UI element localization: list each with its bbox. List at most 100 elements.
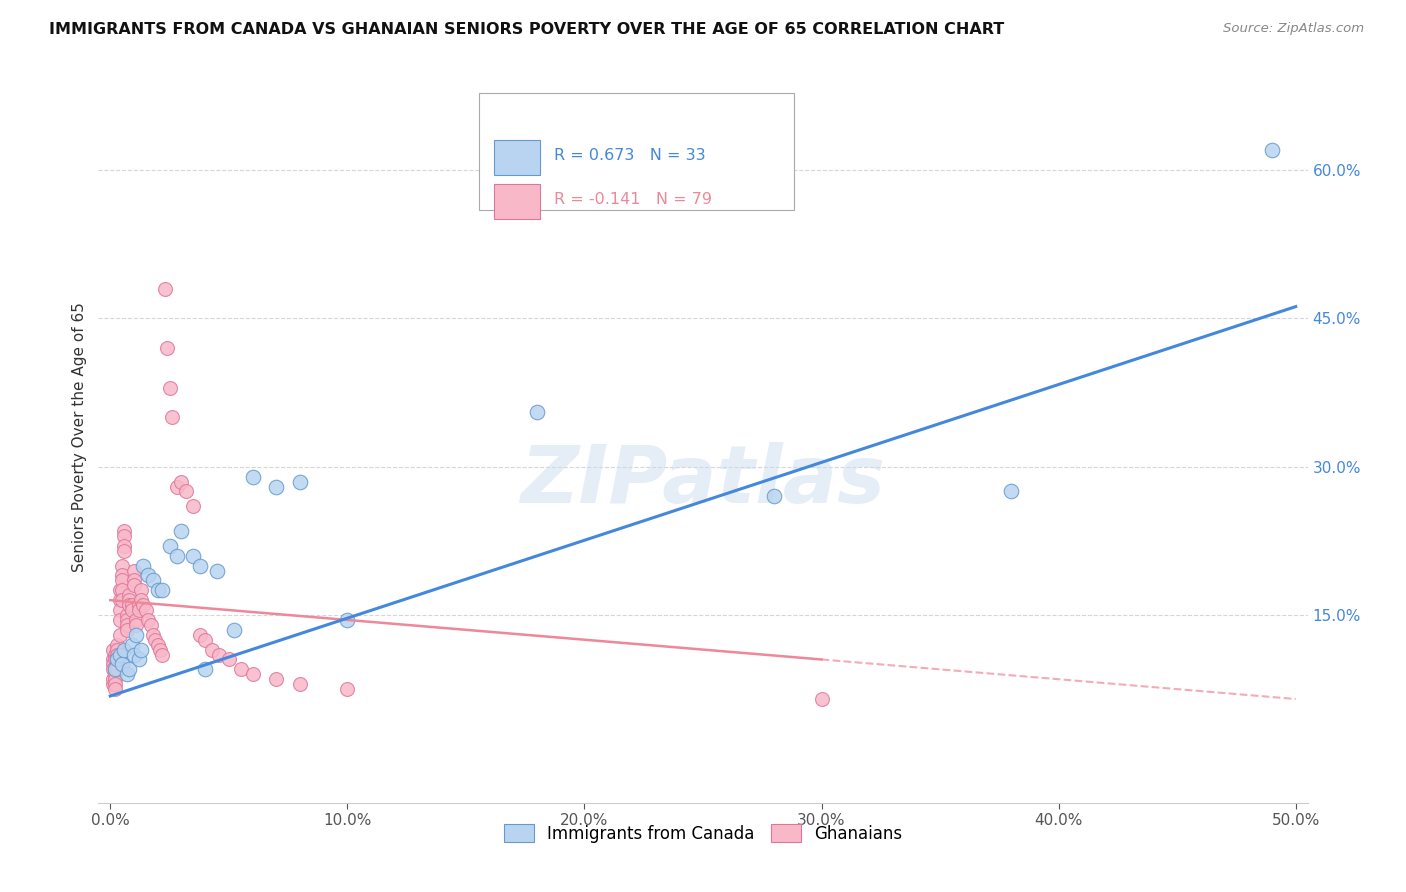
Point <box>153 282 176 296</box>
Point <box>121 603 143 617</box>
Point <box>104 682 127 697</box>
Point <box>101 672 124 686</box>
Point <box>101 642 124 657</box>
Point <box>108 583 131 598</box>
Point <box>111 558 134 573</box>
Point <box>526 405 548 419</box>
Point <box>136 568 159 582</box>
Point <box>181 549 204 563</box>
Point <box>104 667 127 681</box>
Point <box>101 662 124 676</box>
Point <box>205 564 228 578</box>
Point <box>104 652 127 666</box>
Point <box>136 613 159 627</box>
Point <box>146 583 169 598</box>
Point <box>336 682 359 697</box>
Point <box>105 642 128 657</box>
Point <box>208 648 231 662</box>
Point <box>111 593 134 607</box>
Point <box>763 489 786 503</box>
Point <box>104 662 127 676</box>
Point <box>149 642 172 657</box>
Point <box>129 642 152 657</box>
FancyBboxPatch shape <box>494 184 540 219</box>
Point <box>122 578 145 592</box>
Point <box>108 648 131 662</box>
Point <box>190 628 212 642</box>
Point <box>125 613 148 627</box>
Point <box>201 642 224 657</box>
Text: R = 0.673   N = 33: R = 0.673 N = 33 <box>554 147 706 162</box>
Point <box>288 475 311 489</box>
Point <box>146 638 169 652</box>
Point <box>132 558 155 573</box>
Point <box>139 618 162 632</box>
Point <box>194 662 217 676</box>
Point <box>128 652 150 666</box>
Point <box>1261 144 1284 158</box>
Point <box>108 603 131 617</box>
Point <box>135 603 157 617</box>
Point <box>143 632 166 647</box>
Point <box>218 652 240 666</box>
Point <box>118 598 141 612</box>
Point <box>114 539 136 553</box>
Point <box>105 657 128 672</box>
Point <box>111 574 134 588</box>
Point <box>104 677 127 691</box>
Point <box>108 593 131 607</box>
Point <box>115 607 138 622</box>
Point <box>111 568 134 582</box>
Point <box>105 638 128 652</box>
Point <box>129 593 152 607</box>
Point <box>114 543 136 558</box>
Point <box>121 598 143 612</box>
Point <box>170 475 193 489</box>
Point <box>128 603 150 617</box>
Point <box>174 484 197 499</box>
Point <box>190 558 212 573</box>
Text: R = -0.141   N = 79: R = -0.141 N = 79 <box>554 192 713 207</box>
Point <box>125 618 148 632</box>
Point <box>181 500 204 514</box>
Text: ZIPatlas: ZIPatlas <box>520 442 886 520</box>
Point <box>222 623 245 637</box>
Point <box>118 588 141 602</box>
FancyBboxPatch shape <box>494 140 540 175</box>
Point <box>115 613 138 627</box>
Point <box>142 574 165 588</box>
Point <box>108 628 131 642</box>
Point <box>125 628 148 642</box>
Point <box>105 652 128 666</box>
Point <box>132 598 155 612</box>
Point <box>242 469 264 483</box>
Point <box>229 662 252 676</box>
Point <box>115 623 138 637</box>
Point <box>128 598 150 612</box>
Point <box>156 341 179 355</box>
Point <box>118 662 141 676</box>
Point <box>152 583 174 598</box>
Point <box>104 648 127 662</box>
Point <box>115 618 138 632</box>
Point <box>166 549 188 563</box>
Point <box>111 657 134 672</box>
Point <box>122 574 145 588</box>
Text: Source: ZipAtlas.com: Source: ZipAtlas.com <box>1223 22 1364 36</box>
Point <box>170 524 193 538</box>
Point <box>111 583 134 598</box>
Point <box>336 613 359 627</box>
Point <box>105 652 128 666</box>
Point <box>160 410 183 425</box>
Point <box>810 692 832 706</box>
Point <box>115 667 138 681</box>
Y-axis label: Seniors Poverty Over the Age of 65: Seniors Poverty Over the Age of 65 <box>72 302 87 572</box>
Point <box>104 662 127 676</box>
Point <box>101 652 124 666</box>
Point <box>122 648 145 662</box>
Point <box>108 613 131 627</box>
Point <box>104 672 127 686</box>
Point <box>118 593 141 607</box>
Point <box>152 648 174 662</box>
Point <box>194 632 217 647</box>
